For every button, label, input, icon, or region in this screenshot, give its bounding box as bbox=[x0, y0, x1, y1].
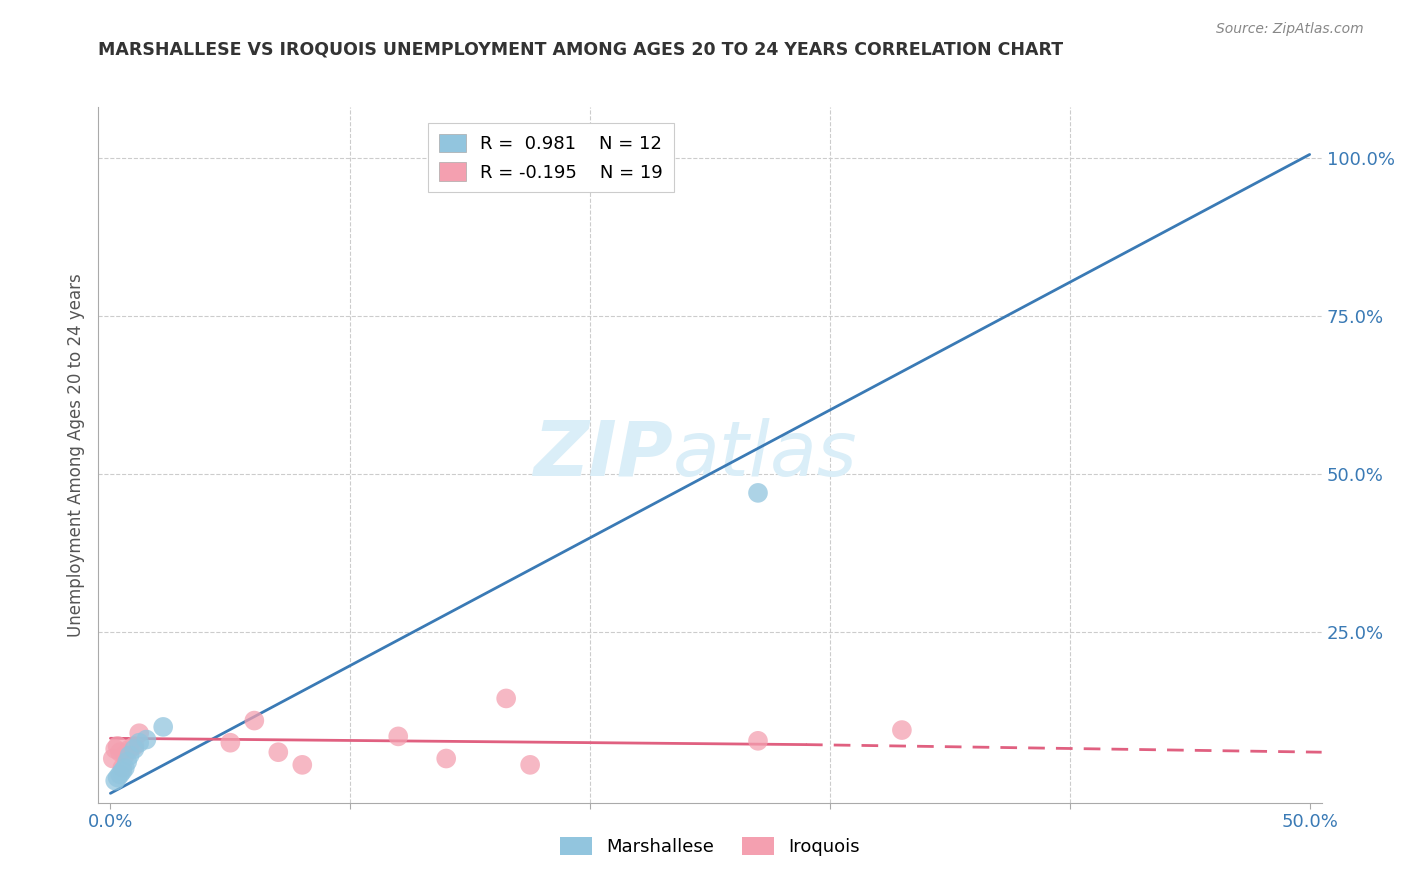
Point bbox=[107, 739, 129, 753]
Point bbox=[107, 771, 129, 785]
Point bbox=[495, 691, 517, 706]
Point bbox=[104, 773, 127, 788]
Point bbox=[747, 734, 769, 748]
Point bbox=[152, 720, 174, 734]
Point bbox=[267, 745, 290, 759]
Point bbox=[114, 761, 136, 775]
Point bbox=[111, 761, 134, 775]
Point bbox=[118, 742, 141, 756]
Point bbox=[291, 757, 314, 772]
Point bbox=[115, 755, 138, 769]
Point bbox=[118, 748, 141, 763]
Legend: Marshallese, Iroquois: Marshallese, Iroquois bbox=[553, 830, 868, 863]
Point bbox=[128, 736, 150, 750]
Point bbox=[104, 742, 127, 756]
Point bbox=[108, 767, 131, 781]
Text: atlas: atlas bbox=[673, 418, 858, 491]
Point bbox=[135, 732, 157, 747]
Point bbox=[124, 742, 146, 756]
Point bbox=[434, 751, 457, 765]
Text: MARSHALLESE VS IROQUOIS UNEMPLOYMENT AMONG AGES 20 TO 24 YEARS CORRELATION CHART: MARSHALLESE VS IROQUOIS UNEMPLOYMENT AMO… bbox=[98, 40, 1063, 58]
Point bbox=[519, 757, 541, 772]
Y-axis label: Unemployment Among Ages 20 to 24 years: Unemployment Among Ages 20 to 24 years bbox=[66, 273, 84, 637]
Point bbox=[111, 764, 134, 779]
Point bbox=[124, 739, 146, 753]
Text: Source: ZipAtlas.com: Source: ZipAtlas.com bbox=[1216, 22, 1364, 37]
Point bbox=[890, 723, 912, 737]
Point bbox=[101, 751, 124, 765]
Point bbox=[219, 736, 242, 750]
Text: ZIP: ZIP bbox=[534, 418, 673, 491]
Point bbox=[747, 486, 769, 500]
Point bbox=[108, 745, 131, 759]
Point bbox=[387, 730, 409, 744]
Point bbox=[114, 748, 136, 763]
Point bbox=[128, 726, 150, 740]
Point bbox=[243, 714, 266, 728]
